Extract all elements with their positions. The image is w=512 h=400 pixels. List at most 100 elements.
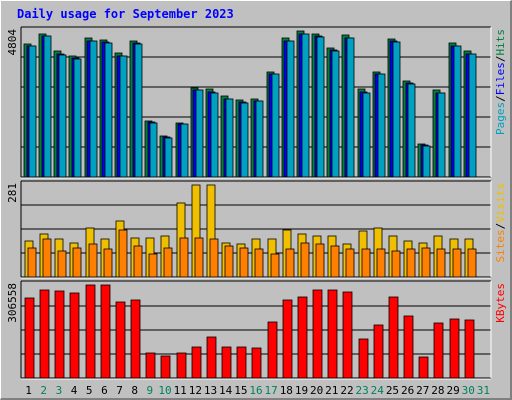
- middle-bar-sites-day-21: [330, 245, 340, 278]
- bottom-bar-kbytes-day-22: [342, 291, 353, 379]
- bottom-bar-kbytes-day-28: [433, 322, 444, 379]
- middle-bar-sites-day-4: [72, 247, 82, 278]
- bottom-bar-kbytes-day-11: [176, 352, 187, 379]
- bottom-bar-kbytes-day-5: [85, 284, 96, 379]
- x-tick-label-day-13: 13: [204, 384, 217, 397]
- top-bar-pages-day-15: [240, 102, 249, 178]
- bottom-bar-kbytes-day-17: [267, 321, 278, 379]
- middle-series-labels: Sites/Visits: [494, 183, 507, 263]
- middle-bar-sites-day-19: [300, 242, 310, 278]
- top-label-pages: Pages: [494, 102, 507, 135]
- top-bar-pages-day-12: [195, 89, 204, 178]
- bottom-bar-kbytes-day-16: [251, 347, 262, 379]
- bottom-bar-kbytes-day-7: [115, 301, 126, 379]
- x-tick-label-day-17: 17: [265, 384, 278, 397]
- x-tick-label-day-24: 24: [371, 384, 385, 397]
- bottom-bar-kbytes-day-2: [39, 289, 50, 379]
- middle-bar-sites-day-12: [194, 237, 204, 278]
- x-tick-label-day-3: 3: [56, 384, 63, 397]
- top-bar-pages-day-13: [210, 92, 219, 178]
- bottom-bar-kbytes-day-4: [69, 292, 80, 379]
- top-bar-pages-day-29: [453, 45, 462, 178]
- x-tick-label-day-29: 29: [446, 384, 459, 397]
- middle-bar-sites-day-14: [224, 245, 234, 278]
- x-tick-label-day-15: 15: [234, 384, 247, 397]
- top-bar-pages-day-28: [437, 92, 446, 178]
- x-tick-label-day-16: 16: [249, 384, 262, 397]
- middle-bar-sites-day-5: [88, 243, 98, 278]
- x-tick-label-day-18: 18: [280, 384, 293, 397]
- middle-bar-sites-day-7: [118, 229, 128, 278]
- top-axis-max-label: 4804: [6, 29, 19, 56]
- bottom-bar-kbytes-day-18: [282, 299, 293, 379]
- x-tick-label-day-2: 2: [40, 384, 47, 397]
- bottom-bar-kbytes-day-15: [236, 346, 247, 379]
- middle-label-visits: Visits: [494, 183, 507, 223]
- x-tick-label-day-6: 6: [101, 384, 108, 397]
- top-bar-pages-day-22: [346, 37, 355, 178]
- bottom-bar-kbytes-day-12: [191, 346, 202, 379]
- x-tick-label-day-21: 21: [325, 384, 338, 397]
- middle-bar-sites-day-22: [345, 248, 355, 278]
- middle-label-separator: /: [494, 223, 507, 230]
- bottom-bar-kbytes-day-23: [358, 338, 369, 379]
- top-bar-pages-day-23: [362, 92, 371, 178]
- x-tick-label-day-11: 11: [174, 384, 187, 397]
- top-bar-pages-day-14: [225, 98, 234, 178]
- x-tick-label-day-31: 31: [477, 384, 490, 397]
- x-tick-label-day-23: 23: [356, 384, 369, 397]
- top-bar-pages-day-20: [316, 36, 325, 178]
- x-tick-label-day-4: 4: [71, 384, 78, 397]
- bottom-bar-kbytes-day-3: [54, 290, 65, 379]
- x-tick-label-day-1: 1: [25, 384, 32, 397]
- middle-bar-sites-day-30: [467, 248, 477, 278]
- x-tick-label-day-10: 10: [158, 384, 171, 397]
- middle-bar-sites-day-1: [27, 247, 37, 278]
- middle-bar-sites-day-18: [285, 248, 295, 278]
- middle-bar-sites-day-15: [239, 247, 249, 278]
- bottom-label-kbytes: KBytes: [494, 283, 507, 323]
- middle-bar-sites-day-8: [133, 245, 143, 278]
- top-bar-pages-day-11: [180, 123, 189, 178]
- top-bar-pages-day-21: [331, 50, 340, 178]
- bottom-bar-kbytes-day-29: [449, 318, 460, 379]
- bottom-bar-kbytes-day-13: [206, 336, 217, 379]
- bottom-bar-kbytes-day-30: [464, 319, 475, 379]
- top-bar-pages-day-7: [119, 55, 128, 178]
- top-bar-pages-day-19: [301, 33, 310, 178]
- x-tick-label-day-5: 5: [86, 384, 93, 397]
- x-tick-label-day-27: 27: [416, 384, 429, 397]
- bottom-bar-kbytes-day-10: [160, 355, 171, 379]
- middle-bar-sites-day-16: [254, 248, 264, 278]
- top-bar-pages-day-8: [134, 43, 143, 178]
- x-tick-label-day-14: 14: [219, 384, 233, 397]
- top-bar-pages-day-30: [468, 53, 477, 178]
- top-bar-pages-day-17: [271, 73, 280, 178]
- middle-bar-sites-day-3: [57, 250, 67, 278]
- top-bar-pages-day-25: [392, 41, 401, 178]
- x-tick-label-day-20: 20: [310, 384, 323, 397]
- bottom-bar-kbytes-day-21: [327, 289, 338, 379]
- middle-bar-sites-day-25: [391, 250, 401, 278]
- middle-bar-sites-day-27: [421, 247, 431, 278]
- middle-bar-sites-day-23: [361, 248, 371, 278]
- middle-bar-sites-day-24: [376, 248, 386, 278]
- middle-bar-sites-day-28: [436, 248, 446, 278]
- x-tick-label-day-9: 9: [147, 384, 154, 397]
- bottom-bar-kbytes-day-14: [221, 346, 232, 379]
- middle-bar-sites-day-2: [42, 238, 52, 278]
- middle-bar-sites-day-29: [452, 248, 462, 278]
- x-tick-label-day-8: 8: [131, 384, 138, 397]
- top-bar-pages-day-6: [104, 42, 113, 178]
- x-tick-label-day-28: 28: [431, 384, 444, 397]
- x-tick-label-day-12: 12: [189, 384, 202, 397]
- middle-bar-sites-day-13: [209, 238, 219, 278]
- top-bar-pages-day-10: [164, 137, 173, 178]
- middle-label-sites: Sites: [494, 229, 507, 262]
- top-label-separator: /: [494, 56, 507, 63]
- bottom-bar-kbytes-day-20: [312, 289, 323, 379]
- bottom-bar-kbytes-day-6: [100, 284, 111, 379]
- top-bar-pages-day-1: [28, 45, 37, 178]
- bottom-bar-kbytes-day-8: [130, 299, 141, 379]
